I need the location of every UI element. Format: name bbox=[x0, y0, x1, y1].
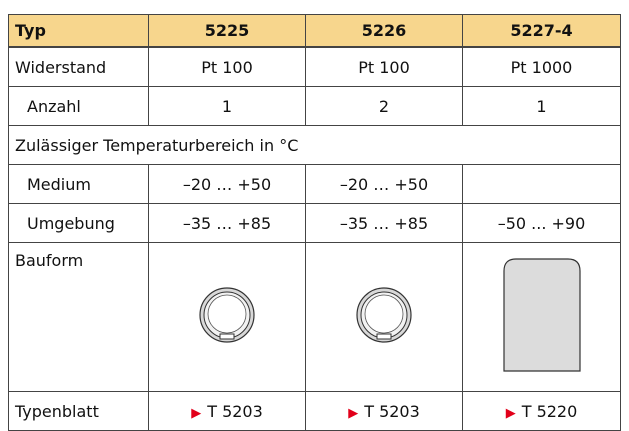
row: Widerstand Pt 100 Pt 100 Pt 1000 bbox=[9, 47, 621, 87]
cell: Pt 100 bbox=[306, 47, 463, 87]
link[interactable]: T 5220 bbox=[522, 402, 578, 421]
link-arrow: ▶ bbox=[348, 406, 358, 421]
cell: ▶ T 5203 bbox=[149, 392, 306, 431]
row-label: Anzahl bbox=[9, 87, 149, 126]
spec-table: Typ 5225 5226 5227-4 Widerstand Pt 100 P… bbox=[8, 14, 621, 431]
device-icon bbox=[502, 257, 582, 373]
link-arrow: ▶ bbox=[506, 406, 516, 421]
cell: 2 bbox=[306, 87, 463, 126]
cell: 1 bbox=[463, 87, 621, 126]
header-cell: 5226 bbox=[306, 15, 463, 48]
cell: 1 bbox=[149, 87, 306, 126]
link-arrow: ▶ bbox=[191, 406, 201, 421]
image-cell bbox=[463, 243, 621, 392]
section-label: Zulässiger Temperaturbereich in °C bbox=[9, 126, 621, 165]
header-cell: Typ bbox=[9, 15, 149, 48]
cell: –35 … +85 bbox=[306, 204, 463, 243]
header-cell: 5225 bbox=[149, 15, 306, 48]
cell: ▶ T 5203 bbox=[306, 392, 463, 431]
row-label: Umgebung bbox=[9, 204, 149, 243]
row: Anzahl 1 2 1 bbox=[9, 87, 621, 126]
header-row: Typ 5225 5226 5227-4 bbox=[9, 15, 621, 48]
device-icon bbox=[354, 285, 414, 345]
image-row: Bauform bbox=[9, 243, 621, 392]
row-label: Medium bbox=[9, 165, 149, 204]
row-label: Typenblatt bbox=[9, 392, 149, 431]
link[interactable]: T 5203 bbox=[364, 402, 420, 421]
cell: –35 … +85 bbox=[149, 204, 306, 243]
image-cell bbox=[306, 243, 463, 392]
row-label: Widerstand bbox=[9, 47, 149, 87]
cell: Pt 1000 bbox=[463, 47, 621, 87]
section-row: Zulässiger Temperaturbereich in °C bbox=[9, 126, 621, 165]
device-icon bbox=[197, 285, 257, 345]
image-cell bbox=[149, 243, 306, 392]
cell: ▶ T 5220 bbox=[463, 392, 621, 431]
cell: –20 … +50 bbox=[306, 165, 463, 204]
row-label: Bauform bbox=[9, 243, 149, 392]
cell bbox=[463, 165, 621, 204]
link[interactable]: T 5203 bbox=[207, 402, 263, 421]
header-cell: 5227-4 bbox=[463, 15, 621, 48]
row: Medium –20 … +50 –20 … +50 bbox=[9, 165, 621, 204]
page: Typ 5225 5226 5227-4 Widerstand Pt 100 P… bbox=[0, 0, 629, 426]
row: Umgebung –35 … +85 –35 … +85 –50 ... +90 bbox=[9, 204, 621, 243]
row: Typenblatt ▶ T 5203 ▶ T 5203 ▶ T 5220 bbox=[9, 392, 621, 431]
cell: –20 … +50 bbox=[149, 165, 306, 204]
cell: –50 ... +90 bbox=[463, 204, 621, 243]
cell: Pt 100 bbox=[149, 47, 306, 87]
